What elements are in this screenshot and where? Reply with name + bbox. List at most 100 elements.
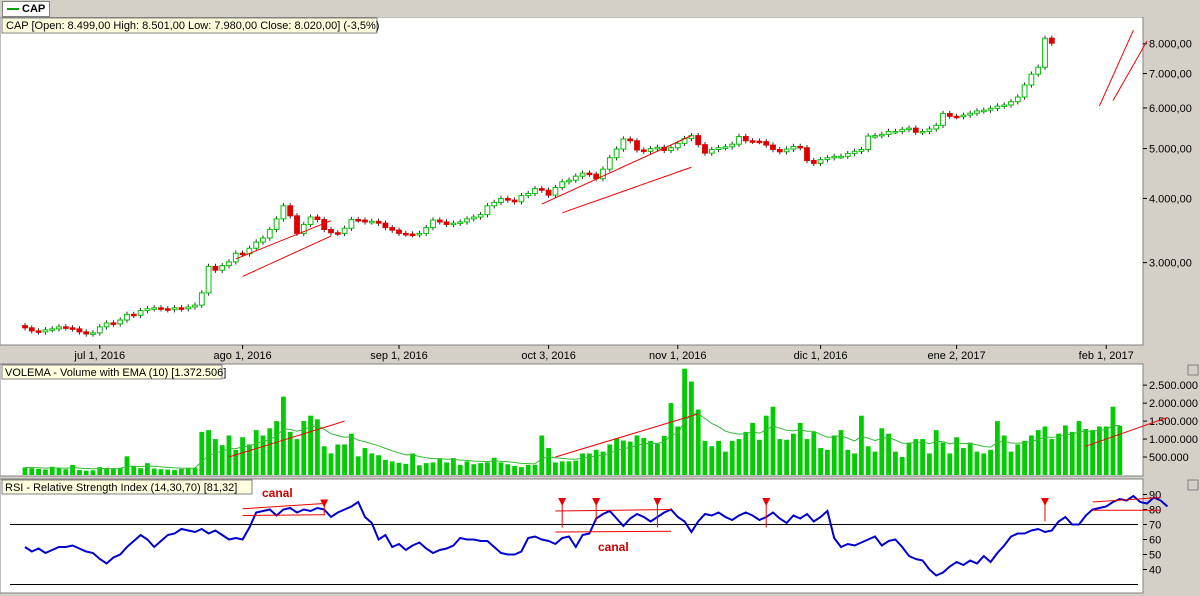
- chart-canvas: 8.000,00 7.000,00 6.000,00 5.000,00 4.000,00…: [0, 17, 1199, 594]
- volume-bar: [954, 437, 959, 475]
- volume-bar: [138, 468, 143, 475]
- candle: [192, 304, 198, 308]
- date-tick-label: sep 1, 2016: [370, 350, 428, 362]
- candle: [545, 189, 552, 196]
- volume-ema-line: [24, 412, 1120, 470]
- volume-bar: [63, 469, 69, 475]
- volume-bar: [791, 433, 796, 475]
- volume-bar: [451, 458, 456, 475]
- candle: [532, 188, 538, 194]
- volume-bar: [43, 469, 48, 475]
- volume-bar: [206, 430, 211, 475]
- volume-trend-line: [1085, 417, 1168, 447]
- candle: [824, 157, 831, 161]
- volume-bar: [185, 468, 191, 475]
- volume-bar: [70, 464, 75, 475]
- date-tick-label: oct 3, 2016: [521, 350, 575, 362]
- candle: [416, 232, 423, 236]
- rsi-panel-toggle[interactable]: [1187, 479, 1199, 491]
- candle: [586, 172, 593, 176]
- candle: [232, 252, 239, 263]
- volume-bar: [90, 470, 96, 475]
- volume-bar: [743, 431, 749, 475]
- candle: [450, 222, 457, 226]
- volume-bar: [539, 435, 545, 475]
- candle: [443, 221, 450, 225]
- volume-bar: [1035, 430, 1041, 475]
- volume-bar: [396, 462, 402, 475]
- volume-plot-area: [0, 363, 1144, 477]
- candle: [865, 135, 872, 151]
- volume-y-tick-label: 500.000: [1149, 452, 1189, 464]
- candle: [430, 219, 436, 229]
- candle: [579, 172, 586, 177]
- volume-bar: [1022, 440, 1027, 475]
- volume-bar: [913, 439, 919, 475]
- candle: [763, 141, 770, 146]
- rsi-y-tick-label: 70: [1149, 520, 1161, 532]
- candle: [892, 130, 899, 134]
- price-panel: 8.000,00 7.000,00 6.000,00 5.000,00 4.000,00…: [0, 17, 1192, 362]
- volume-bar: [627, 441, 633, 475]
- candle: [994, 105, 1001, 109]
- date-tick-label: ago 1, 2016: [214, 350, 272, 362]
- candle: [280, 205, 287, 220]
- rsi-marker-arrow: [320, 499, 329, 508]
- symbol-tab[interactable]: CAP: [2, 1, 51, 17]
- candle: [885, 130, 892, 135]
- candle: [1021, 84, 1028, 98]
- volume-bar: [349, 433, 354, 475]
- candle: [198, 292, 205, 306]
- candle: [851, 150, 858, 155]
- candle: [742, 135, 749, 142]
- volume-bar: [668, 403, 674, 475]
- candle: [96, 326, 103, 334]
- volume-bar: [872, 451, 878, 475]
- volume-bar: [1015, 444, 1021, 475]
- rsi-marker-arrow: [592, 498, 601, 506]
- date-tick-label: feb 1, 2017: [1079, 350, 1134, 362]
- candle: [838, 155, 844, 159]
- volume-bar: [757, 439, 762, 475]
- candle: [90, 332, 96, 335]
- candle: [307, 216, 314, 225]
- volume-bar: [274, 421, 279, 475]
- candle: [695, 135, 702, 146]
- candle: [334, 232, 341, 235]
- candle: [375, 220, 382, 224]
- candle: [749, 140, 756, 143]
- candle: [831, 155, 838, 159]
- rsi-canal-label-2: canal: [598, 540, 629, 554]
- volume-bar: [77, 469, 82, 475]
- volume-bar: [593, 449, 599, 475]
- volume-bar: [1083, 429, 1089, 475]
- volume-bar: [845, 449, 851, 475]
- volume-bar: [485, 462, 490, 475]
- candle: [817, 159, 824, 164]
- candle: [396, 229, 402, 234]
- volume-bar: [893, 451, 898, 475]
- volume-bar: [321, 446, 327, 475]
- volume-bar: [988, 449, 993, 475]
- volume-bar: [1076, 421, 1082, 475]
- date-tick-label: ene 2, 2017: [928, 350, 986, 362]
- symbol-tab-bar: CAP: [0, 0, 1200, 17]
- candle: [178, 307, 185, 310]
- volume-bar: [777, 439, 783, 475]
- rsi-marker-arrow: [558, 498, 567, 506]
- candle: [314, 216, 321, 220]
- candle: [266, 229, 273, 239]
- volume-bar: [1029, 435, 1034, 475]
- volume-bar: [729, 440, 735, 475]
- rsi-channel-line: [242, 514, 325, 516]
- volume-bar: [947, 453, 953, 475]
- volume-bar: [145, 463, 150, 475]
- volume-bar: [1090, 430, 1095, 475]
- volume-panel-toggle[interactable]: [1187, 364, 1199, 376]
- candle: [722, 146, 729, 149]
- candle: [525, 192, 532, 197]
- volume-bar: [49, 466, 55, 475]
- volume-bar: [614, 438, 619, 475]
- volume-bar: [430, 462, 436, 475]
- candle: [960, 114, 967, 118]
